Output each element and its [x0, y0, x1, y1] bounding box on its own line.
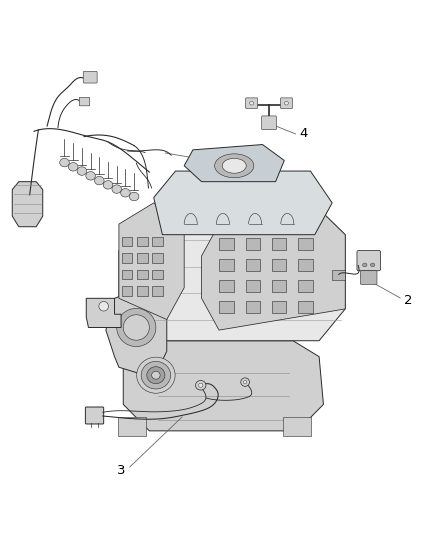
- FancyBboxPatch shape: [298, 302, 313, 313]
- FancyBboxPatch shape: [360, 271, 377, 285]
- Ellipse shape: [117, 309, 156, 346]
- FancyBboxPatch shape: [219, 238, 234, 249]
- FancyBboxPatch shape: [137, 237, 148, 246]
- Polygon shape: [154, 171, 332, 235]
- Ellipse shape: [244, 381, 247, 384]
- Ellipse shape: [215, 154, 254, 177]
- Ellipse shape: [68, 163, 78, 171]
- FancyBboxPatch shape: [219, 280, 234, 292]
- FancyBboxPatch shape: [332, 270, 345, 280]
- FancyBboxPatch shape: [122, 270, 132, 279]
- Ellipse shape: [77, 167, 87, 175]
- FancyBboxPatch shape: [246, 280, 260, 292]
- FancyBboxPatch shape: [137, 286, 148, 296]
- Text: 1: 1: [256, 162, 265, 175]
- Ellipse shape: [363, 263, 367, 266]
- FancyBboxPatch shape: [272, 259, 286, 271]
- FancyBboxPatch shape: [246, 259, 260, 271]
- FancyBboxPatch shape: [298, 259, 313, 271]
- Ellipse shape: [120, 189, 130, 197]
- Text: 4: 4: [300, 127, 308, 140]
- FancyBboxPatch shape: [219, 259, 234, 271]
- FancyBboxPatch shape: [85, 407, 104, 424]
- FancyBboxPatch shape: [283, 417, 311, 436]
- Ellipse shape: [152, 371, 160, 379]
- FancyBboxPatch shape: [272, 280, 286, 292]
- Ellipse shape: [86, 172, 95, 180]
- Polygon shape: [86, 298, 121, 327]
- FancyBboxPatch shape: [79, 98, 90, 106]
- Ellipse shape: [195, 381, 206, 390]
- Polygon shape: [123, 341, 323, 431]
- Polygon shape: [119, 214, 345, 341]
- FancyBboxPatch shape: [272, 238, 286, 249]
- Ellipse shape: [95, 176, 104, 185]
- Polygon shape: [201, 214, 345, 330]
- FancyBboxPatch shape: [137, 253, 148, 263]
- FancyBboxPatch shape: [246, 302, 260, 313]
- FancyBboxPatch shape: [122, 286, 132, 296]
- FancyBboxPatch shape: [152, 237, 163, 246]
- Ellipse shape: [241, 378, 250, 386]
- Ellipse shape: [99, 302, 109, 311]
- FancyBboxPatch shape: [246, 98, 258, 109]
- Ellipse shape: [112, 185, 121, 193]
- FancyBboxPatch shape: [357, 251, 381, 271]
- FancyBboxPatch shape: [261, 116, 276, 130]
- Ellipse shape: [147, 367, 165, 384]
- FancyBboxPatch shape: [122, 253, 132, 263]
- FancyBboxPatch shape: [122, 237, 132, 246]
- FancyBboxPatch shape: [298, 238, 313, 249]
- Ellipse shape: [60, 158, 69, 167]
- Polygon shape: [119, 203, 184, 319]
- Ellipse shape: [285, 101, 288, 105]
- FancyBboxPatch shape: [219, 302, 234, 313]
- FancyBboxPatch shape: [152, 253, 163, 263]
- Polygon shape: [184, 144, 284, 182]
- FancyBboxPatch shape: [137, 270, 148, 279]
- FancyBboxPatch shape: [118, 417, 146, 436]
- Ellipse shape: [250, 101, 254, 105]
- FancyBboxPatch shape: [298, 280, 313, 292]
- FancyBboxPatch shape: [246, 238, 260, 249]
- FancyBboxPatch shape: [152, 286, 163, 296]
- Ellipse shape: [198, 383, 203, 387]
- FancyBboxPatch shape: [152, 270, 163, 279]
- Ellipse shape: [137, 357, 175, 393]
- Ellipse shape: [103, 181, 113, 189]
- Ellipse shape: [129, 192, 139, 201]
- Polygon shape: [12, 182, 43, 227]
- FancyBboxPatch shape: [272, 302, 286, 313]
- Ellipse shape: [123, 315, 149, 340]
- Ellipse shape: [371, 263, 375, 266]
- Polygon shape: [106, 288, 167, 378]
- FancyBboxPatch shape: [280, 98, 293, 109]
- Ellipse shape: [222, 158, 246, 173]
- Text: 3: 3: [117, 464, 125, 477]
- Text: 2: 2: [404, 294, 413, 308]
- Ellipse shape: [141, 361, 171, 389]
- FancyBboxPatch shape: [83, 71, 97, 83]
